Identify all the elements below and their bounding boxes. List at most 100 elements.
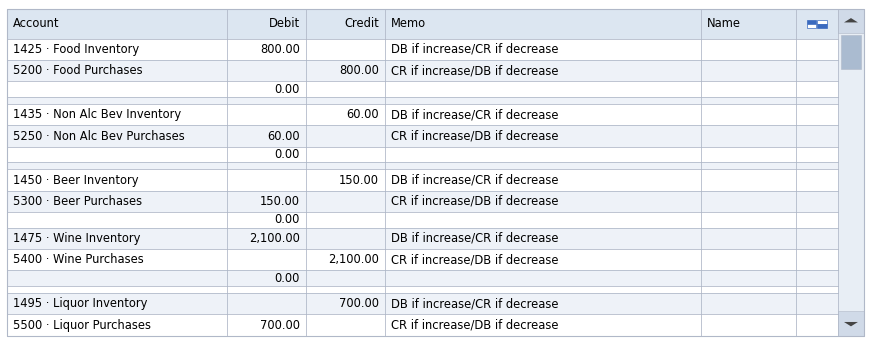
Text: 1495 · Liquor Inventory: 1495 · Liquor Inventory <box>13 297 147 310</box>
Text: CR if increase/DB if decrease: CR if increase/DB if decrease <box>391 130 558 143</box>
Bar <box>385 9 701 39</box>
Bar <box>306 147 385 162</box>
Bar <box>701 270 796 286</box>
Text: 5200 · Food Purchases: 5200 · Food Purchases <box>13 64 143 77</box>
Bar <box>701 39 796 60</box>
Bar <box>7 286 227 293</box>
Bar <box>701 249 796 270</box>
Bar <box>838 9 864 336</box>
Text: Credit: Credit <box>344 17 379 30</box>
Text: 2,100.00: 2,100.00 <box>328 253 379 266</box>
Bar <box>306 104 385 125</box>
Bar <box>385 286 701 293</box>
Text: 5300 · Beer Purchases: 5300 · Beer Purchases <box>13 195 142 208</box>
Bar <box>306 314 385 336</box>
Text: 1425 · Food Inventory: 1425 · Food Inventory <box>13 43 139 56</box>
Bar <box>385 125 701 147</box>
Bar <box>385 293 701 314</box>
Bar <box>807 20 816 24</box>
Bar <box>385 162 701 169</box>
Bar <box>796 293 838 314</box>
Bar <box>7 169 227 191</box>
Bar <box>701 104 796 125</box>
Bar <box>701 191 796 212</box>
Bar <box>841 35 861 69</box>
Bar <box>7 9 227 39</box>
Bar <box>701 81 796 97</box>
Bar <box>701 314 796 336</box>
Bar <box>701 60 796 81</box>
Bar <box>306 39 385 60</box>
Bar <box>227 191 306 212</box>
Bar <box>227 97 306 104</box>
Polygon shape <box>844 18 858 23</box>
Text: 60.00: 60.00 <box>267 130 300 143</box>
Bar <box>701 212 796 228</box>
Text: 0.00: 0.00 <box>274 83 300 95</box>
Bar <box>701 9 796 39</box>
Bar <box>227 147 306 162</box>
Bar <box>7 191 227 212</box>
Bar <box>796 60 838 81</box>
Bar <box>796 212 838 228</box>
Bar <box>227 125 306 147</box>
Text: 1450 · Beer Inventory: 1450 · Beer Inventory <box>13 174 138 187</box>
Text: 1435 · Non Alc Bev Inventory: 1435 · Non Alc Bev Inventory <box>13 108 181 121</box>
Text: CR if increase/DB if decrease: CR if increase/DB if decrease <box>391 319 558 332</box>
Bar <box>7 97 227 104</box>
Bar <box>227 270 306 286</box>
Text: 2,100.00: 2,100.00 <box>249 232 300 245</box>
Bar <box>796 125 838 147</box>
Bar <box>227 293 306 314</box>
Bar <box>7 228 227 249</box>
Bar <box>701 286 796 293</box>
Bar <box>385 147 701 162</box>
Bar <box>227 169 306 191</box>
Polygon shape <box>844 322 858 326</box>
Bar <box>385 314 701 336</box>
Bar <box>796 270 838 286</box>
Bar <box>227 212 306 228</box>
Bar <box>385 39 701 60</box>
Bar <box>796 162 838 169</box>
Bar <box>796 147 838 162</box>
Bar <box>796 228 838 249</box>
Text: Account: Account <box>13 17 59 30</box>
Text: 800.00: 800.00 <box>260 43 300 56</box>
Text: Debit: Debit <box>269 17 300 30</box>
Text: 1475 · Wine Inventory: 1475 · Wine Inventory <box>13 232 140 245</box>
Bar <box>227 228 306 249</box>
Bar <box>385 270 701 286</box>
Text: 60.00: 60.00 <box>347 108 379 121</box>
Bar <box>796 39 838 60</box>
Bar <box>227 60 306 81</box>
Bar <box>796 97 838 104</box>
Text: 700.00: 700.00 <box>339 297 379 310</box>
Bar <box>7 293 227 314</box>
Text: 5400 · Wine Purchases: 5400 · Wine Purchases <box>13 253 144 266</box>
Bar <box>7 81 227 97</box>
Text: 700.00: 700.00 <box>260 319 300 332</box>
Text: Memo: Memo <box>391 17 426 30</box>
Bar <box>7 125 227 147</box>
Text: 0.00: 0.00 <box>274 148 300 161</box>
Bar <box>7 249 227 270</box>
Text: DB if increase/CR if decrease: DB if increase/CR if decrease <box>391 297 558 310</box>
Bar <box>807 24 816 28</box>
Bar <box>7 212 227 228</box>
Bar <box>7 314 227 336</box>
Bar <box>306 212 385 228</box>
Bar <box>7 39 227 60</box>
Bar <box>306 228 385 249</box>
Bar <box>7 162 227 169</box>
Bar <box>306 97 385 104</box>
Bar <box>796 191 838 212</box>
Bar <box>7 60 227 81</box>
Bar <box>796 314 838 336</box>
Bar <box>227 314 306 336</box>
Bar <box>385 212 701 228</box>
Bar <box>7 147 227 162</box>
Bar <box>306 60 385 81</box>
Bar <box>227 104 306 125</box>
Bar <box>817 24 827 28</box>
